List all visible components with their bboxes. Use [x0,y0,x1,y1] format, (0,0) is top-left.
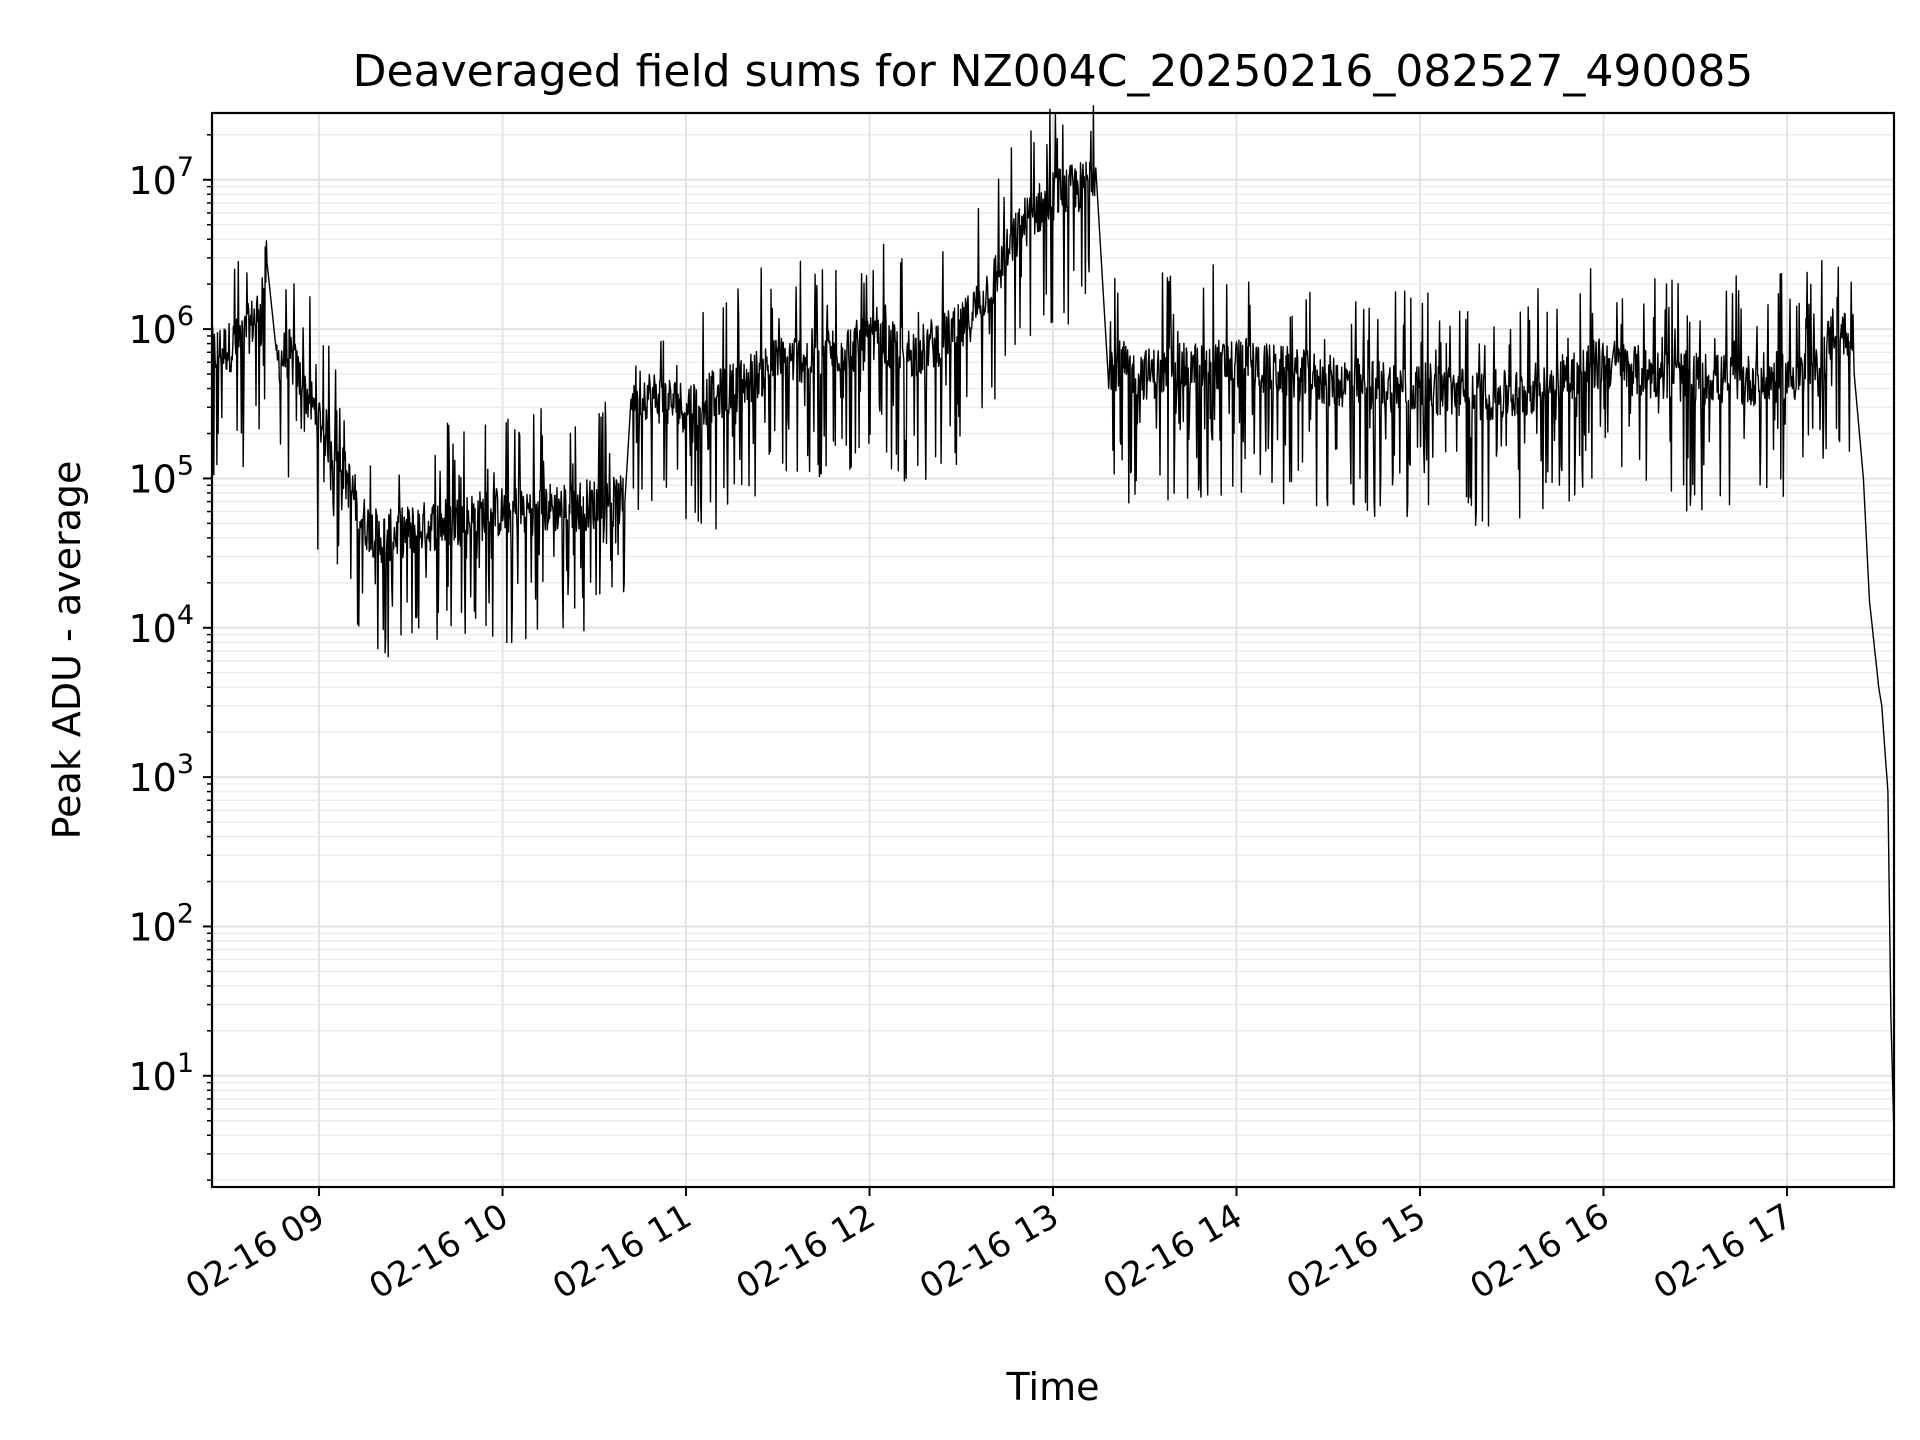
series-line [211,105,1895,1136]
x-tick-label: 02-16 10 [363,1196,515,1307]
x-tick-label: 02-16 12 [730,1196,882,1307]
y-tick-label: 107 [128,152,194,203]
x-tick-label: 02-16 13 [913,1196,1065,1307]
x-tick-label: 02-16 15 [1280,1196,1432,1307]
y-axis: 101 102 103 104 105 106 107 [128,134,212,1181]
y-tick-label: 104 [128,600,194,651]
y-tick-label: 103 [128,749,194,800]
x-axis-label: Time [1006,1365,1100,1409]
y-tick-label: 102 [128,898,194,949]
y-tick-label: 105 [128,450,194,501]
x-tick-label: 02-16 16 [1464,1196,1616,1307]
x-tick-label: 02-16 11 [546,1196,698,1307]
chart-title: Deaveraged field sums for NZ004C_2025021… [353,46,1754,97]
y-axis-label: Peak ADU - average [45,461,89,840]
x-tick-label: 02-16 14 [1097,1196,1249,1307]
y-tick-label: 101 [128,1048,194,1099]
x-tick-label: 02-16 17 [1647,1196,1799,1307]
x-tick-label: 02-16 09 [179,1196,331,1307]
x-axis: 02-16 09 02-16 10 02-16 11 02-16 12 02-16 13… [179,1187,1799,1307]
y-tick-label: 106 [128,301,194,352]
